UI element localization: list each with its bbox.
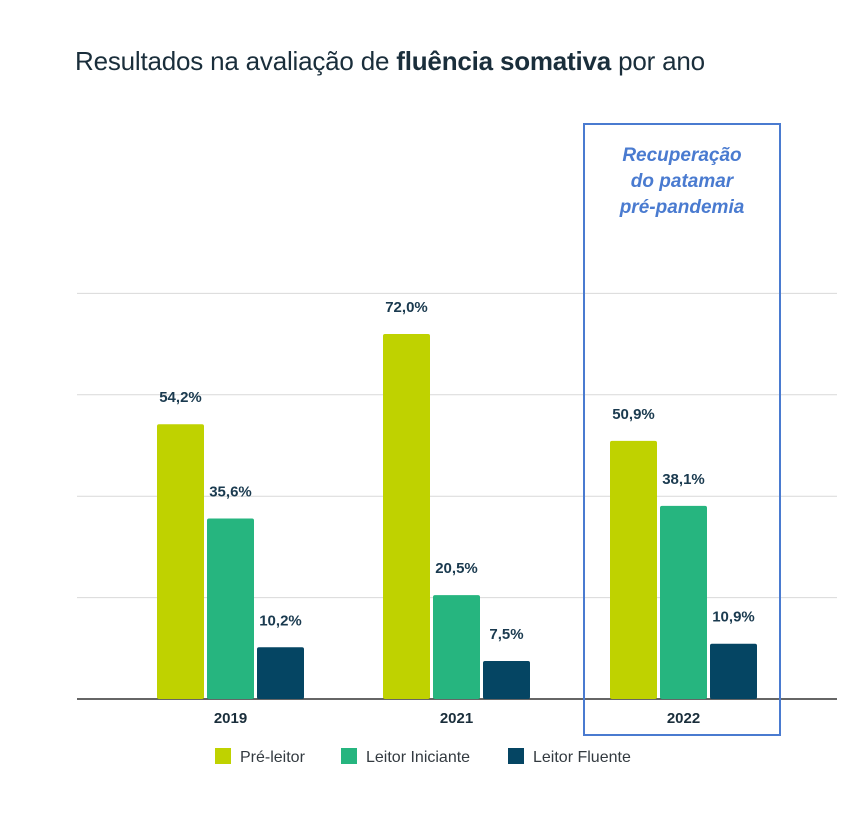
data-label: 10,2% [259,612,302,629]
bar [483,660,530,699]
data-label: 38,1% [662,471,705,488]
bar [383,333,430,699]
bar [433,595,480,699]
x-tick-label: 2021 [440,710,473,727]
bar [660,505,707,699]
chart-title-prefix: Resultados na avaliação de [75,46,397,76]
legend-label: Leitor Iniciante [366,749,470,766]
data-label: 20,5% [435,560,478,577]
data-label: 7,5% [489,626,523,643]
annotation-text: pré-pandemia [619,197,745,218]
annotation-box [583,123,781,736]
bar [610,440,657,699]
data-label: 54,2% [159,389,202,406]
bar [710,643,757,699]
legend-swatch [508,748,524,764]
x-tick-label: 2022 [667,710,700,727]
legend-swatch [215,748,231,764]
chart-title-bold: fluência somativa [396,46,612,76]
bar [157,424,204,699]
data-label: 50,9% [612,406,655,423]
bar [207,518,254,699]
chart-title: Resultados na avaliação de fluência soma… [75,46,705,77]
data-label: 10,9% [712,609,755,626]
x-tick-label: 2019 [214,710,247,727]
chart-title-suffix: por ano [611,46,705,76]
annotation-text: do patamar [631,171,735,192]
data-label: 35,6% [209,484,252,501]
legend-swatch [341,748,357,764]
legend-label: Leitor Fluente [533,749,631,766]
annotation-text: Recuperação [622,145,741,166]
data-label: 72,0% [385,299,428,316]
bar [257,647,304,699]
legend-label: Pré-leitor [240,749,306,766]
